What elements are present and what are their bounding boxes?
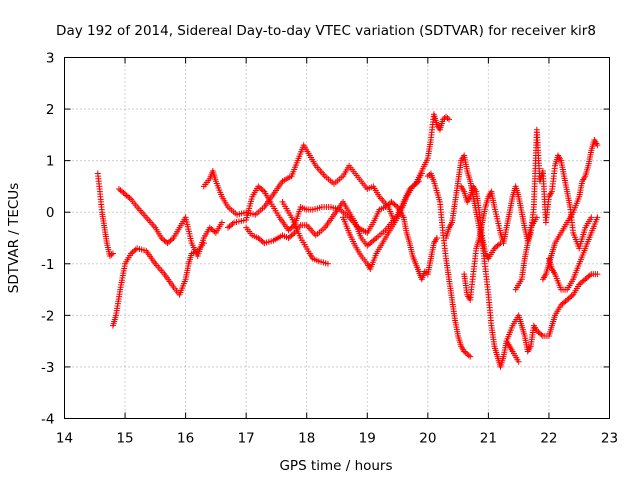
series-track-l xyxy=(443,152,522,370)
x-tick-label: 23 xyxy=(601,431,618,447)
y-tick-label: 3 xyxy=(46,51,55,67)
data-point xyxy=(433,235,440,241)
y-tick-label: -1 xyxy=(41,257,54,273)
series-track-n xyxy=(461,183,540,303)
series-track-p xyxy=(512,126,595,293)
series-track-q xyxy=(539,137,601,283)
y-tick-label: -4 xyxy=(41,412,54,428)
series-track-a xyxy=(94,170,116,260)
series-track-o xyxy=(503,271,601,355)
x-tick-label: 14 xyxy=(56,431,73,447)
data-points xyxy=(94,111,601,370)
chart-title: Day 192 of 2014, Sidereal Day-to-day VTE… xyxy=(56,23,596,39)
series-track-j xyxy=(412,111,453,187)
y-tick-label: 1 xyxy=(46,154,55,170)
series-track-d xyxy=(200,142,422,226)
x-axis-label: GPS time / hours xyxy=(279,458,392,474)
y-tick-labels: -4 -3 -2 -1 0 1 2 3 xyxy=(41,51,54,428)
y-tick-label: -2 xyxy=(41,308,54,324)
x-tick-label: 19 xyxy=(359,431,376,447)
series-track-e xyxy=(225,183,407,236)
data-point xyxy=(594,142,601,149)
x-tick-label: 18 xyxy=(298,431,315,447)
axis-ticks xyxy=(64,57,610,419)
series-track-k xyxy=(424,170,474,360)
data-point xyxy=(324,260,331,267)
data-point xyxy=(391,219,398,226)
data-point xyxy=(594,214,601,221)
data-point xyxy=(446,116,453,123)
x-tick-label: 16 xyxy=(177,431,194,447)
data-point xyxy=(515,358,522,365)
x-tick-label: 20 xyxy=(419,431,436,447)
data-point xyxy=(467,353,474,360)
series-track-c xyxy=(116,186,225,260)
plot-frame xyxy=(64,57,610,419)
data-point xyxy=(218,219,225,226)
x-tick-label: 21 xyxy=(480,431,497,447)
data-point xyxy=(588,214,595,221)
series-track-g xyxy=(279,198,331,267)
y-tick-label: 0 xyxy=(46,205,55,221)
series-track-r xyxy=(545,214,601,293)
data-point xyxy=(444,115,451,122)
series-track-i xyxy=(400,214,440,283)
x-tick-label: 17 xyxy=(238,431,255,447)
x-tick-label: 22 xyxy=(540,431,557,447)
y-tick-label: -3 xyxy=(41,360,54,376)
y-axis-label: SDTVAR / TECUs xyxy=(6,183,22,293)
data-point xyxy=(594,271,601,278)
series-track-h xyxy=(340,214,398,272)
series-track-b xyxy=(109,240,207,329)
x-tick-labels: 14 15 16 17 18 19 20 21 22 23 xyxy=(56,431,618,447)
data-point xyxy=(109,250,116,257)
x-tick-label: 15 xyxy=(116,431,133,447)
y-tick-label: 2 xyxy=(46,102,55,118)
